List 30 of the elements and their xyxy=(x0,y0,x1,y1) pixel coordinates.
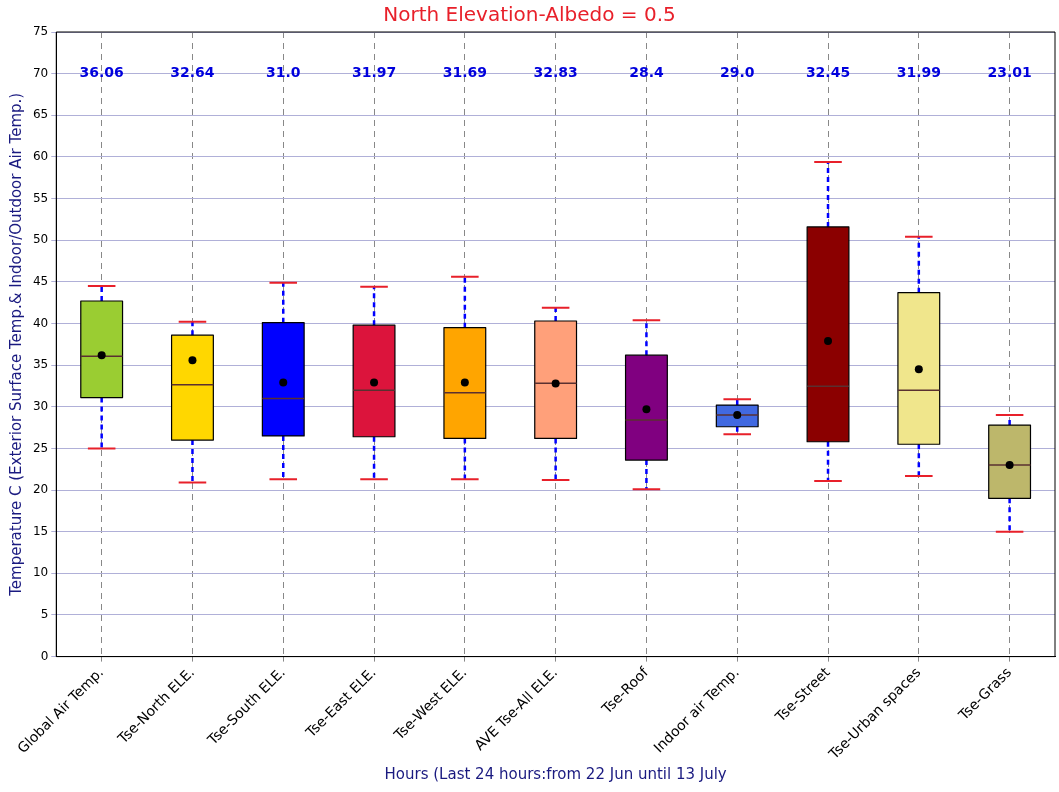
x-axis-title: Hours (Last 24 hours:from 22 Jun until 13 July xyxy=(384,764,727,783)
y-tick-label: 10 xyxy=(32,565,49,580)
annotation: 31.97 xyxy=(351,63,397,80)
y-tick-label: 75 xyxy=(32,24,49,39)
y-tick-label: 40 xyxy=(32,315,49,330)
y-tick-label: 65 xyxy=(32,107,49,122)
y-tick-label: 35 xyxy=(32,357,49,372)
y-tick-label: 50 xyxy=(32,232,49,247)
annotation: 31.69 xyxy=(442,63,487,80)
annotation: 31.99 xyxy=(896,63,941,80)
annotation: 36.06 xyxy=(79,63,124,80)
y-tick-label: 60 xyxy=(32,149,49,164)
y-tick-label: 45 xyxy=(32,273,49,288)
annotation: 32.64 xyxy=(170,63,215,80)
y-tick-label: 55 xyxy=(32,190,49,205)
annotation: 29.0 xyxy=(719,63,755,80)
annotation: 32.45 xyxy=(805,63,851,80)
y-tick-label: 25 xyxy=(32,440,49,455)
y-tick-label: 70 xyxy=(32,65,49,80)
y-tick-label: 20 xyxy=(32,482,49,497)
annotation: 28.4 xyxy=(629,63,664,80)
annotation: 23.01 xyxy=(987,63,1032,80)
y-axis-title: Temperature C (Exterior Surface Temp.& Indoor/Outdoor Air Temp.) xyxy=(6,92,25,597)
y-tick-label: 0 xyxy=(40,648,49,663)
y-tick-label: 5 xyxy=(40,607,49,622)
annotation: 32.83 xyxy=(533,63,578,80)
y-tick-label: 15 xyxy=(32,523,49,538)
y-tick-label: 30 xyxy=(32,398,49,413)
annotation: 31.0 xyxy=(265,63,301,80)
chart-title: North Elevation-Albedo = 0.5 xyxy=(383,2,676,27)
